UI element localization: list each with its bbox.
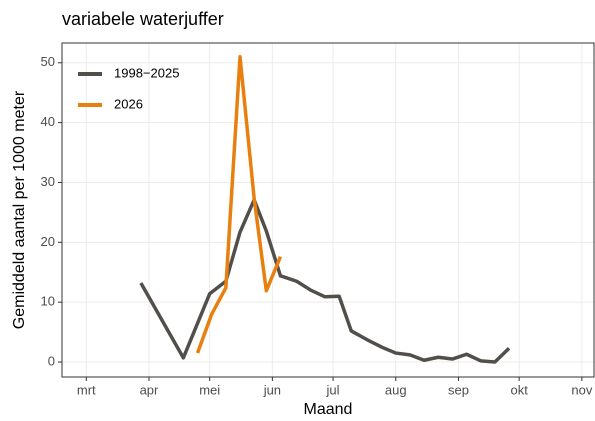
plot-border (61, 42, 595, 378)
x-tick-label: sep (448, 382, 469, 397)
legend-label: 1998−2025 (114, 65, 179, 80)
chart-title: variabele waterjuffer (62, 9, 224, 29)
x-tick-label: jul (326, 382, 340, 397)
y-tick-label: 50 (41, 54, 55, 69)
y-tick-label: 0 (48, 353, 55, 368)
y-tick-label: 40 (41, 114, 55, 129)
y-tick-label: 20 (41, 234, 55, 249)
x-tick-label: okt (510, 382, 528, 397)
x-tick-label: mrt (77, 382, 96, 397)
legend-label: 2026 (114, 96, 143, 111)
line (195, 55, 283, 354)
y-tick-label: 30 (41, 174, 55, 189)
x-tick-label: aug (385, 382, 407, 397)
y-tick-label: 10 (41, 294, 55, 309)
x-tick-label: jun (263, 382, 281, 397)
line (139, 198, 511, 364)
y-axis-label: Gemiddeld aantal per 1000 meter (11, 90, 28, 329)
x-axis-label: Maand (304, 401, 353, 418)
x-tick-label: apr (140, 382, 159, 397)
x-tick-label: mei (199, 382, 220, 397)
x-tick-label: nov (571, 382, 592, 397)
